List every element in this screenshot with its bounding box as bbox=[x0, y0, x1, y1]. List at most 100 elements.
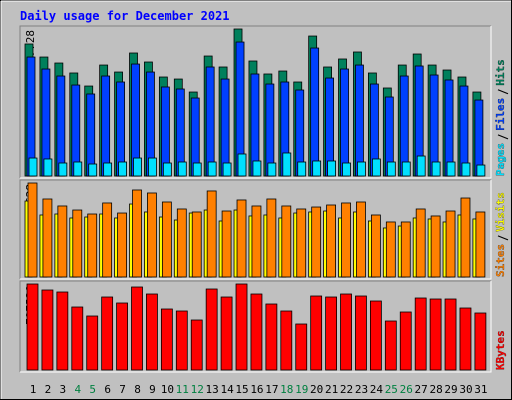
bar bbox=[56, 291, 69, 371]
x-tick-label: 26 bbox=[400, 383, 413, 396]
bar bbox=[266, 198, 277, 278]
x-tick-label: 13 bbox=[206, 383, 219, 396]
legend-separator bbox=[497, 235, 509, 241]
x-tick-label: 23 bbox=[355, 383, 368, 396]
bar bbox=[191, 211, 202, 278]
x-tick-label: 5 bbox=[89, 383, 96, 396]
bar bbox=[132, 189, 142, 278]
bar bbox=[340, 293, 352, 371]
x-tick-label: 4 bbox=[74, 383, 81, 396]
bar bbox=[252, 160, 262, 177]
bar bbox=[237, 153, 247, 177]
x-tick-label: 6 bbox=[104, 383, 111, 396]
bar bbox=[384, 320, 397, 371]
bar bbox=[311, 206, 322, 278]
bar bbox=[325, 296, 338, 371]
bar bbox=[220, 78, 230, 177]
bar bbox=[386, 161, 396, 177]
bar bbox=[444, 79, 454, 177]
chart-title: Daily usage for December 2021 bbox=[20, 9, 230, 23]
legend-label: KBytes bbox=[494, 330, 507, 370]
bar bbox=[57, 205, 68, 278]
bar bbox=[117, 212, 127, 278]
panel-border bbox=[20, 281, 492, 373]
x-tick-label: 8 bbox=[134, 383, 141, 396]
bar bbox=[296, 208, 307, 278]
panel-border bbox=[19, 25, 491, 178]
bar bbox=[207, 161, 217, 177]
bar bbox=[445, 210, 456, 278]
bar bbox=[429, 74, 439, 177]
panel-border bbox=[19, 280, 491, 372]
bar bbox=[310, 295, 323, 371]
x-tick-label: 30 bbox=[459, 383, 472, 396]
bar bbox=[310, 47, 320, 177]
bar bbox=[369, 300, 382, 371]
bar bbox=[430, 215, 441, 278]
bar bbox=[176, 208, 187, 278]
bar bbox=[161, 201, 172, 278]
bar bbox=[459, 85, 469, 177]
bar bbox=[414, 297, 427, 371]
bar bbox=[101, 75, 111, 177]
bar bbox=[459, 307, 472, 371]
bar bbox=[460, 197, 471, 278]
bar bbox=[103, 162, 113, 177]
bar bbox=[399, 75, 409, 177]
panel-border bbox=[20, 180, 492, 280]
bar bbox=[476, 164, 486, 177]
x-tick-label: 11 bbox=[176, 383, 189, 396]
bar bbox=[474, 99, 484, 177]
bar bbox=[236, 199, 247, 278]
x-tick-label: 31 bbox=[474, 383, 487, 396]
bar bbox=[267, 162, 277, 177]
x-tick-label: 24 bbox=[370, 383, 384, 396]
bar bbox=[206, 190, 217, 278]
bar bbox=[190, 319, 203, 371]
bar bbox=[371, 158, 381, 177]
x-tick-label: 1 bbox=[30, 383, 37, 396]
bar bbox=[250, 293, 263, 371]
x-tick-label: 2 bbox=[45, 383, 52, 396]
bar bbox=[205, 66, 215, 177]
bar bbox=[118, 161, 127, 177]
bar bbox=[177, 161, 187, 177]
x-tick-label: 12 bbox=[191, 383, 204, 396]
bar bbox=[220, 296, 233, 371]
bar bbox=[42, 198, 53, 278]
bar bbox=[160, 308, 173, 371]
bar bbox=[148, 157, 157, 177]
legend-separator bbox=[497, 89, 509, 95]
x-tick-label: 10 bbox=[161, 383, 174, 396]
bar bbox=[446, 161, 456, 177]
bar bbox=[312, 160, 322, 177]
legend-label: Files bbox=[494, 98, 507, 131]
x-tick-label: 21 bbox=[325, 383, 338, 396]
legend: Pages Files Hits bbox=[494, 59, 509, 176]
x-tick-label: 15 bbox=[235, 383, 248, 396]
bar bbox=[41, 289, 54, 371]
bar bbox=[28, 157, 38, 177]
bar bbox=[71, 306, 84, 371]
bar bbox=[295, 323, 308, 371]
bar bbox=[327, 160, 337, 177]
bar bbox=[265, 83, 275, 177]
bar bbox=[341, 202, 351, 278]
bar bbox=[162, 162, 172, 177]
x-tick-label: 22 bbox=[340, 383, 353, 396]
bar bbox=[58, 162, 68, 177]
bar bbox=[444, 298, 457, 371]
x-tick-label: 7 bbox=[119, 383, 126, 396]
bar bbox=[475, 211, 486, 278]
x-tick-label: 19 bbox=[295, 383, 308, 396]
bar bbox=[235, 283, 248, 371]
plot: 27728PagesFilesHits1628SitesVisits797530… bbox=[19, 25, 509, 396]
x-tick-label: 28 bbox=[429, 383, 442, 396]
bar bbox=[222, 162, 232, 177]
x-tick-label: 14 bbox=[220, 383, 234, 396]
bar bbox=[175, 310, 188, 371]
bar bbox=[147, 192, 157, 278]
bar bbox=[251, 205, 262, 278]
bar bbox=[72, 209, 83, 278]
bar bbox=[399, 311, 412, 371]
